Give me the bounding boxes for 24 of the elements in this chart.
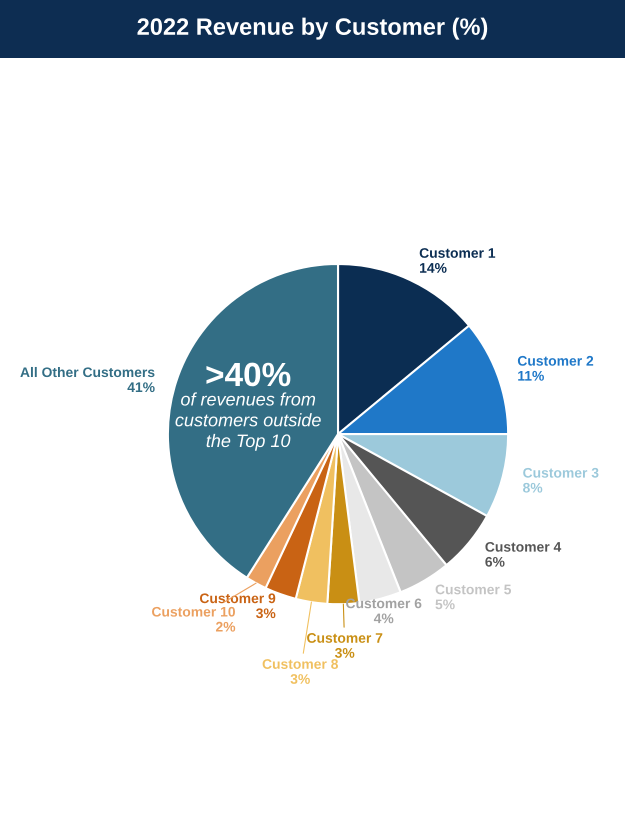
slice-label: All Other Customers	[20, 366, 154, 378]
data-label: 3%	[290, 674, 310, 684]
data-label: 2%	[216, 622, 236, 632]
slice-label: Customer 5	[436, 584, 512, 594]
slice-label: Customer 10	[152, 606, 235, 617]
data-label: 41%	[127, 382, 155, 392]
text: of revenues from customers outside the Top 10	[175, 392, 321, 451]
data-label: 8%	[523, 482, 542, 493]
data-label: 4%	[374, 613, 394, 624]
chart-title: 2022 Revenue by Customer (%)	[137, 18, 488, 40]
slice-label: Customer 8	[262, 659, 338, 669]
slice-label: Customer 2	[518, 356, 594, 366]
slice-label: Customer 3	[523, 468, 598, 478]
data-label: 5%	[435, 599, 455, 610]
text: >40%	[206, 362, 290, 386]
data-label: 14%	[420, 263, 447, 273]
data-label: 3%	[256, 608, 276, 618]
data-label: 6%	[485, 556, 505, 567]
slice-label: Customer 4	[485, 542, 562, 552]
data-label: 3%	[334, 648, 354, 658]
slice-label: Customer 7	[307, 633, 382, 643]
slice-label: Customer 6	[346, 598, 422, 608]
slice-label: Customer 1	[420, 248, 496, 258]
data-label: 11%	[518, 370, 544, 381]
